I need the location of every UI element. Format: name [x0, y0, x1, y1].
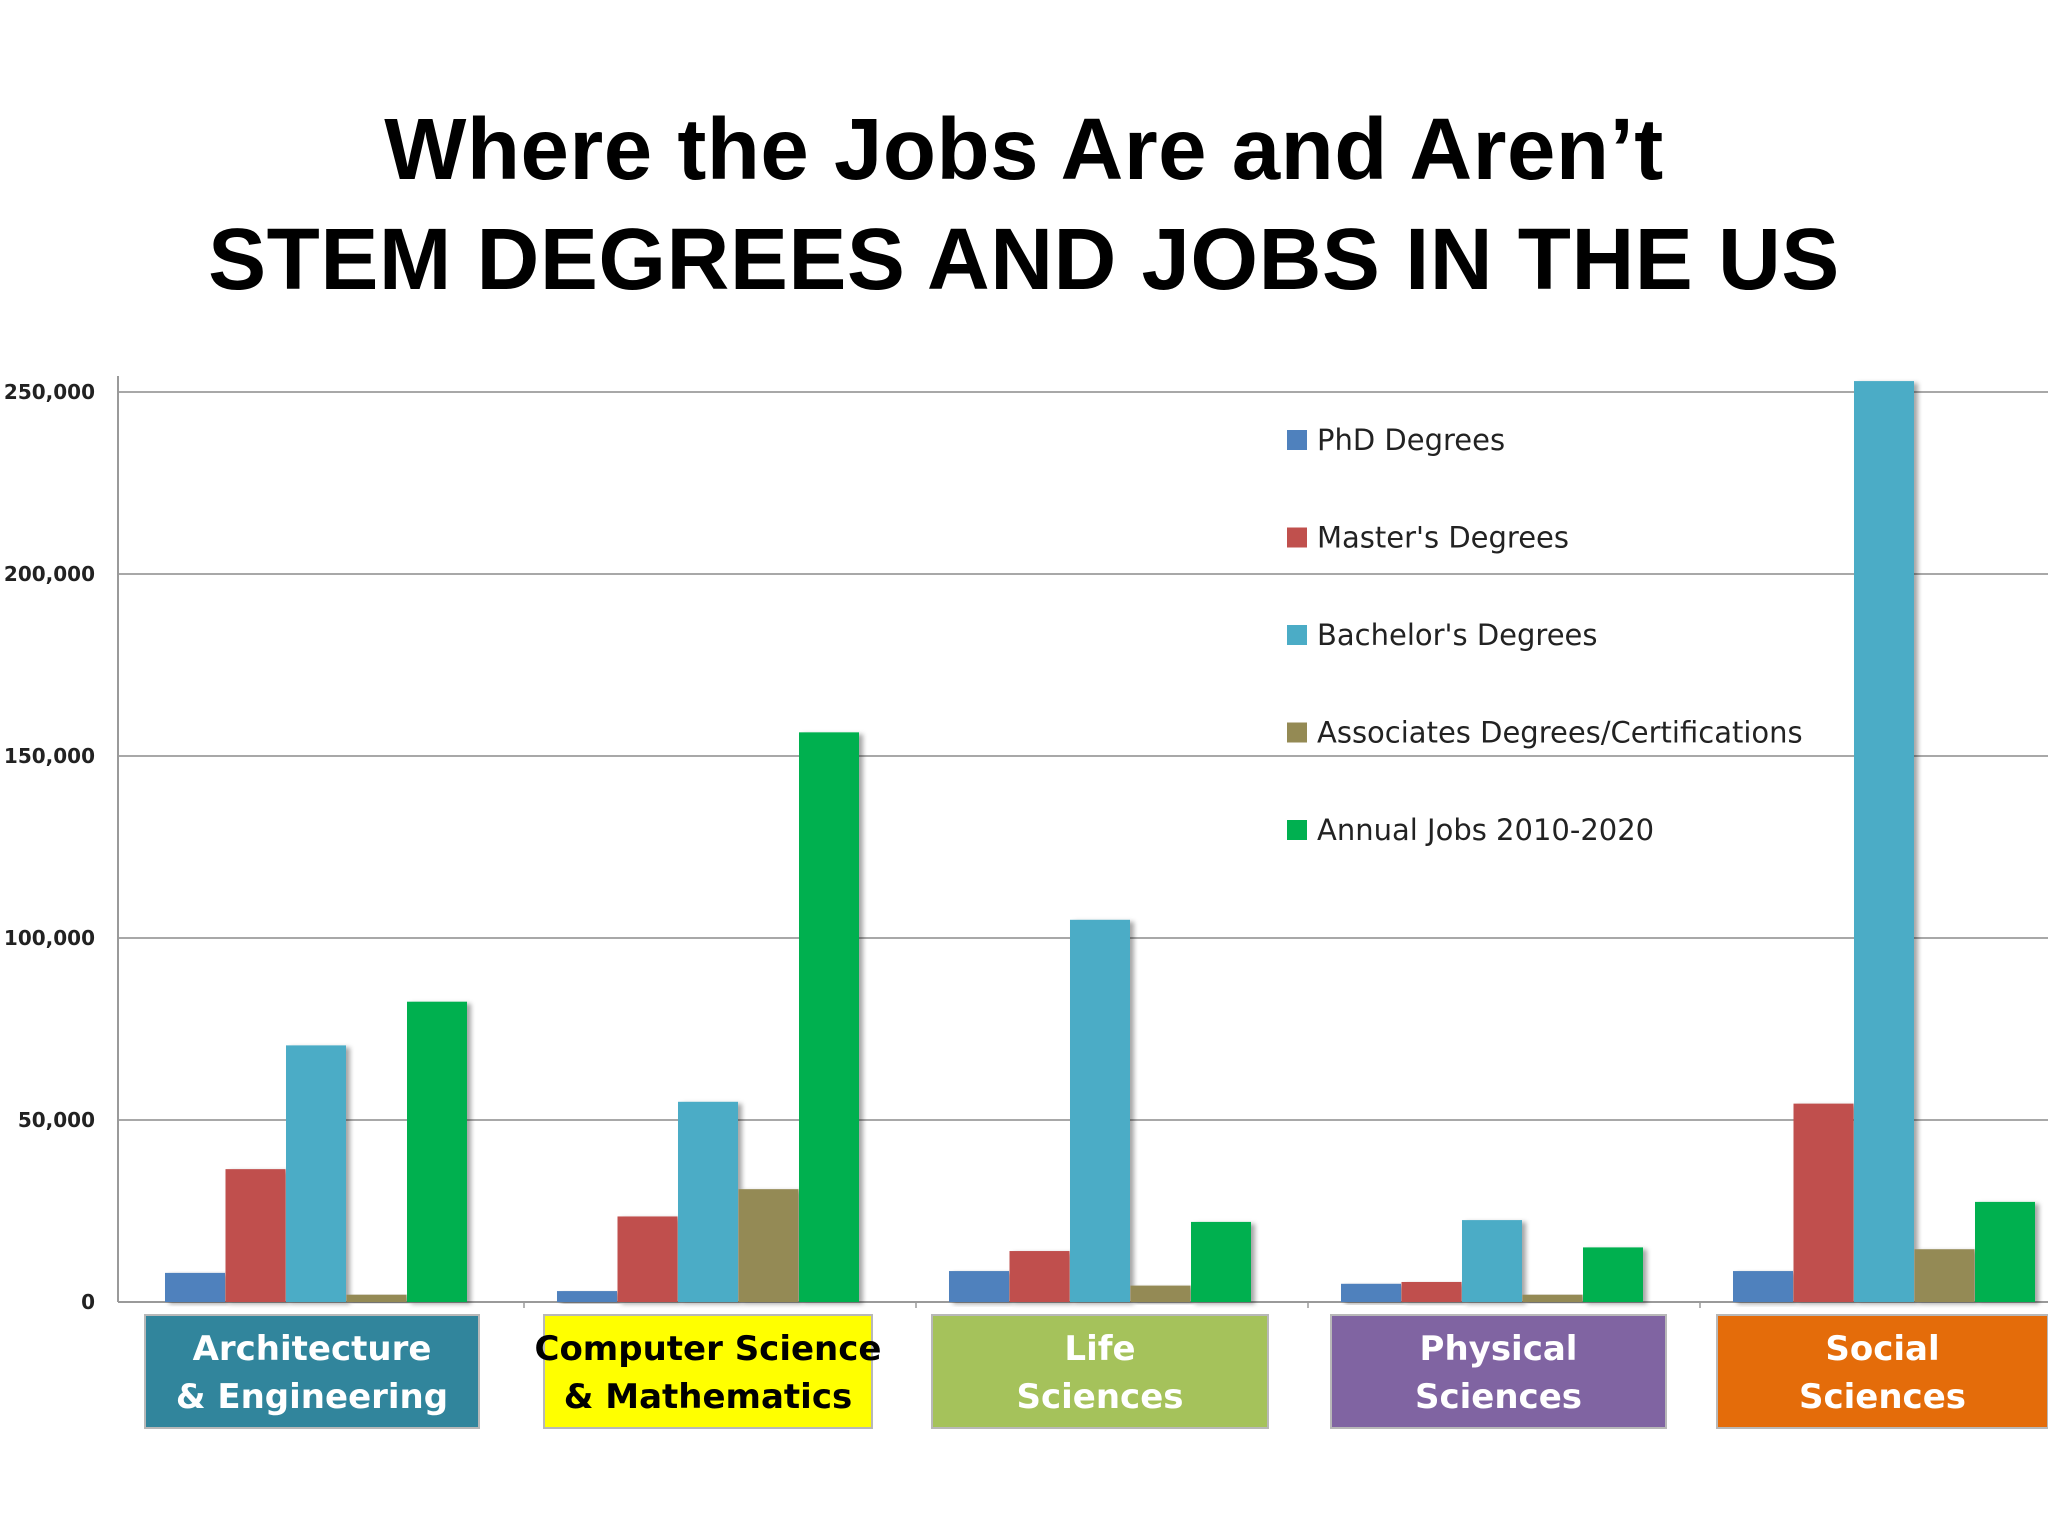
bar	[1070, 919, 1130, 1302]
bar	[617, 1216, 678, 1302]
category-label: Social Sciences	[1716, 1314, 2048, 1429]
category-label-text: & Mathematics	[564, 1377, 852, 1417]
bar	[165, 1272, 225, 1302]
legend-label: Annual Jobs 2010-2020	[1317, 813, 1654, 847]
category-label-text: & Engineering	[176, 1377, 448, 1417]
category-label-text: Life	[1064, 1329, 1135, 1369]
y-tick-label: 50,000	[18, 1108, 95, 1132]
bar	[225, 1169, 286, 1302]
category-box	[931, 1314, 1269, 1429]
legend-swatch	[1287, 722, 1307, 743]
bar	[1401, 1281, 1462, 1302]
legend-label: Associates Degrees/Certifications	[1317, 716, 1803, 750]
category-label: Computer Science & Mathematics	[535, 1314, 882, 1429]
bar	[799, 732, 859, 1302]
category-label-text: Social	[1825, 1329, 1939, 1369]
legend-label: Master's Degrees	[1317, 521, 1569, 555]
bar	[346, 1294, 407, 1302]
bar	[1733, 1271, 1793, 1302]
y-tick-label: 150,000	[4, 744, 95, 768]
category-box	[543, 1314, 873, 1429]
bar	[678, 1101, 738, 1302]
category-label-text: Sciences	[1415, 1377, 1582, 1417]
category-label: Architecture & Engineering	[144, 1314, 480, 1429]
category-label-text: Computer Science	[535, 1329, 882, 1369]
bar	[1191, 1221, 1251, 1302]
category-label: Physical Sciences	[1330, 1314, 1667, 1429]
bar	[407, 1001, 467, 1302]
category-label-text: Sciences	[1799, 1377, 1966, 1417]
y-tick-label: 100,000	[4, 926, 95, 950]
chart-title: Where the Jobs Are and Aren’t	[384, 101, 1664, 198]
bar	[1583, 1247, 1643, 1302]
category-label: Life Sciences	[931, 1314, 1269, 1429]
bar	[1914, 1249, 1975, 1302]
bar	[1341, 1283, 1401, 1302]
bar	[1522, 1294, 1583, 1302]
bar	[286, 1045, 346, 1302]
category-box	[1716, 1314, 2048, 1429]
y-tick-label: 250,000	[4, 380, 95, 404]
bar	[1854, 381, 1914, 1303]
bar	[1462, 1220, 1522, 1302]
category-label-text: Sciences	[1016, 1377, 1183, 1417]
legend-swatch	[1287, 527, 1307, 548]
chart-subtitle: STEM DEGREES AND JOBS IN THE US	[208, 211, 1840, 308]
legend-swatch	[1287, 820, 1307, 840]
y-tick-label: 0	[81, 1290, 95, 1314]
bar	[557, 1291, 617, 1302]
legend-item: Master's Degrees	[1287, 521, 1569, 555]
legend-item: Bachelor's Degrees	[1287, 618, 1598, 652]
legend-swatch	[1287, 430, 1307, 450]
category-box	[1330, 1314, 1667, 1429]
legend-label: Bachelor's Degrees	[1317, 618, 1598, 652]
category-label-text: Architecture	[193, 1329, 432, 1369]
y-tick-label: 200,000	[4, 562, 95, 586]
bar	[949, 1271, 1009, 1302]
bar	[1130, 1285, 1191, 1302]
legend-item: Associates Degrees/Certifications	[1287, 716, 1803, 750]
legend-label: PhD Degrees	[1317, 423, 1505, 457]
bar	[738, 1189, 799, 1302]
bar	[1009, 1251, 1070, 1302]
bar	[1975, 1201, 2035, 1302]
legend-item: Annual Jobs 2010-2020	[1287, 813, 1654, 847]
legend-item: PhD Degrees	[1287, 423, 1505, 457]
bar	[1793, 1103, 1854, 1302]
category-box	[144, 1314, 480, 1429]
legend-swatch	[1287, 625, 1307, 645]
category-label-text: Physical	[1420, 1329, 1578, 1369]
